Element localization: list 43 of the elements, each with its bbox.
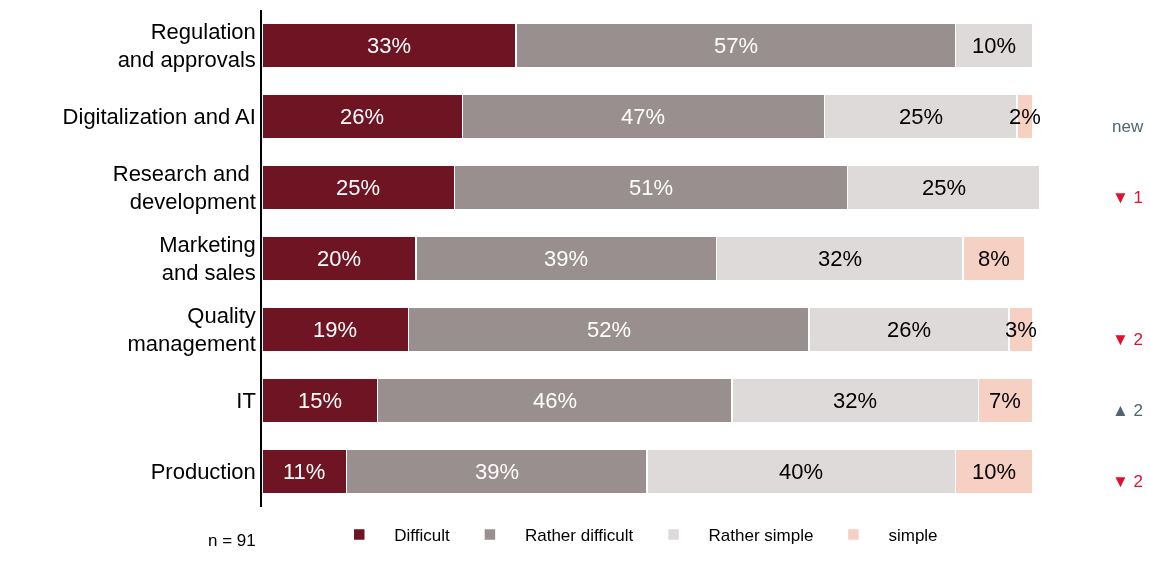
data-label: 52% <box>587 317 632 342</box>
data-label: 15% <box>298 388 343 413</box>
data-label: 26% <box>340 104 385 129</box>
data-label: 11% <box>283 459 326 484</box>
text: ▼ 1 <box>1112 188 1144 207</box>
data-label: 40% <box>779 459 824 484</box>
y-tick-label: IT <box>236 388 256 414</box>
data-label: 19% <box>313 317 358 342</box>
text: ▼ 2 <box>1112 330 1144 349</box>
data-label: 3% <box>1005 317 1037 342</box>
data-label: 57% <box>714 33 759 58</box>
y-tick-label: Marketing and sales <box>159 231 256 286</box>
legend-label: Rather simple <box>708 526 814 546</box>
data-label: 25% <box>336 175 381 200</box>
y-tick-label: Regulation and approvals <box>117 18 256 73</box>
data-label: 7% <box>989 388 1021 413</box>
y-tick-label: Research and development <box>112 160 256 215</box>
data-label: 25% <box>899 104 944 129</box>
data-label: 20% <box>317 246 362 271</box>
data-label: 25% <box>922 175 967 200</box>
data-label: 2% <box>1009 104 1041 129</box>
legend-label: simple <box>888 526 938 546</box>
data-label: 10% <box>972 33 1017 58</box>
data-label: 26% <box>887 317 932 342</box>
data-label: 32% <box>833 388 878 413</box>
text: new <box>1112 117 1144 136</box>
text: n = 91 <box>208 531 256 550</box>
y-tick-label: Digitalization and AI <box>62 104 256 130</box>
text: ▼ 2 <box>1112 472 1144 491</box>
data-label: 33% <box>367 33 412 58</box>
data-label: 51% <box>629 175 674 200</box>
data-label: 10% <box>972 459 1017 484</box>
data-label: 46% <box>533 388 578 413</box>
data-label: 39% <box>544 246 589 271</box>
legend-label: Rather difficult <box>524 526 634 546</box>
y-tick-label: Quality management <box>127 302 256 357</box>
data-label: 47% <box>621 104 666 129</box>
text: ▲ 2 <box>1112 401 1144 420</box>
y-tick-label: Production <box>150 459 256 485</box>
legend-label: Difficult <box>394 526 450 546</box>
data-label: 32% <box>818 246 863 271</box>
data-label: 39% <box>475 459 520 484</box>
data-label: 8% <box>978 246 1010 271</box>
